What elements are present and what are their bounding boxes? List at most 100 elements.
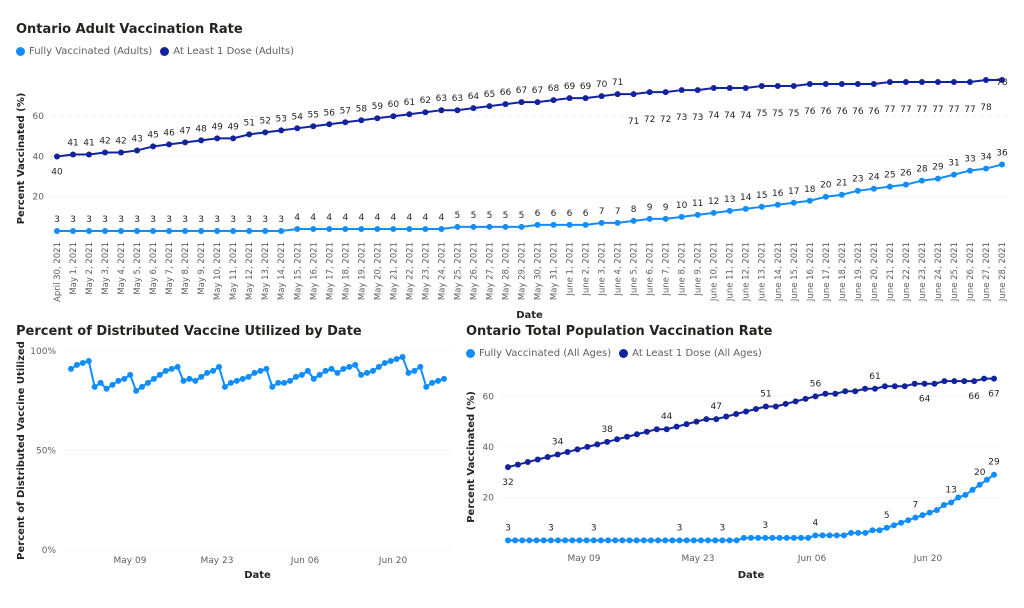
data-point <box>369 367 376 374</box>
data-point <box>758 203 765 210</box>
data-point <box>562 537 569 544</box>
x-tick-label: May 14, 2021 <box>277 242 287 300</box>
data-point <box>198 227 205 234</box>
data-point <box>726 85 733 92</box>
data-label: 41 <box>67 138 78 148</box>
data-label: 25 <box>884 171 895 181</box>
data-point <box>547 537 554 544</box>
data-label: 78 <box>996 78 1008 88</box>
data-point <box>626 537 633 544</box>
legend-label-fully-adults: Fully Vaccinated (Adults) <box>29 46 153 57</box>
legend-label-fully-all: Fully Vaccinated (All Ages) <box>479 348 612 359</box>
data-point <box>387 357 394 364</box>
x-tick-label: June 8, 2021 <box>678 242 688 297</box>
data-point <box>919 512 926 519</box>
data-point <box>982 165 989 172</box>
x-tick-label: May 23 <box>682 554 715 564</box>
data-point <box>486 103 493 110</box>
data-label: 74 <box>708 111 720 121</box>
data-point <box>710 85 717 92</box>
data-point <box>890 522 897 529</box>
data-point <box>710 209 717 216</box>
data-point <box>423 383 430 390</box>
data-point <box>133 387 140 394</box>
data-label: 63 <box>436 94 447 104</box>
legend-item-fully-all[interactable]: Fully Vaccinated (All Ages) <box>466 348 611 359</box>
x-tick-label: June 26, 2021 <box>966 242 976 302</box>
data-point <box>246 131 253 138</box>
data-point <box>969 486 976 493</box>
data-label: 3 <box>182 215 188 225</box>
data-label: 15 <box>756 191 767 201</box>
data-label: 4 <box>358 213 364 223</box>
data-point <box>662 215 669 222</box>
data-point <box>694 211 701 218</box>
adult-chart-legend: Fully Vaccinated (Adults) At Least 1 Dos… <box>16 46 302 57</box>
legend-dot-dose-adults <box>160 47 170 56</box>
data-point <box>198 137 205 144</box>
data-label: 21 <box>836 179 847 189</box>
data-label: 44 <box>661 412 673 422</box>
data-point <box>806 197 813 204</box>
data-point <box>633 431 640 438</box>
data-label: 6 <box>535 209 541 219</box>
data-label: 3 <box>198 215 204 225</box>
data-point <box>583 537 590 544</box>
data-point <box>422 225 429 232</box>
data-point <box>544 454 551 460</box>
data-point <box>374 115 381 122</box>
data-point <box>534 221 541 228</box>
data-label: 76 <box>868 107 880 117</box>
data-point <box>624 433 631 440</box>
data-point <box>326 121 333 128</box>
data-point <box>898 519 905 526</box>
data-label: 77 <box>932 105 943 115</box>
data-point <box>230 227 237 234</box>
data-label: 11 <box>692 199 703 209</box>
data-label: 66 <box>500 88 512 98</box>
data-label: 3 <box>102 215 108 225</box>
data-point <box>269 383 276 390</box>
data-point <box>406 111 413 118</box>
x-tick-label: June 10, 2021 <box>710 242 720 302</box>
data-point <box>774 83 781 90</box>
data-point <box>703 416 710 423</box>
data-label: 68 <box>548 84 560 94</box>
data-point <box>999 77 1005 83</box>
data-label: 70 <box>596 80 608 90</box>
legend-item-dose-all[interactable]: At Least 1 Dose (All Ages) <box>619 348 762 359</box>
data-point <box>840 532 847 539</box>
data-point <box>961 378 968 385</box>
data-point <box>619 537 626 544</box>
data-point <box>381 359 388 366</box>
data-label: 58 <box>356 104 368 114</box>
data-label: 31 <box>948 159 959 169</box>
legend-item-fully-adults[interactable]: Fully Vaccinated (Adults) <box>16 46 152 57</box>
legend-item-dose-adults[interactable]: At Least 1 Dose (Adults) <box>160 46 294 57</box>
x-tick-label: May 3, 2021 <box>101 242 111 295</box>
data-label: 72 <box>660 115 671 125</box>
data-label: 51 <box>760 389 771 399</box>
x-tick-label: May 6, 2021 <box>149 242 159 295</box>
data-point <box>364 369 371 376</box>
data-point <box>662 89 669 96</box>
data-point <box>673 423 680 430</box>
data-label: 20 <box>820 181 832 191</box>
x-axis-label: Date <box>516 310 543 321</box>
data-label: 57 <box>340 106 351 116</box>
x-tick-label: Jun 06 <box>290 556 320 566</box>
data-point <box>614 219 621 226</box>
data-label: 67 <box>516 86 527 96</box>
x-tick-label: April 30, 2021 <box>53 242 63 302</box>
data-point <box>669 537 676 544</box>
data-point <box>630 91 637 98</box>
y-axis-label: Percent Vaccinated (%) <box>16 93 27 225</box>
x-tick-label: May 16, 2021 <box>309 242 319 300</box>
data-point <box>819 532 826 539</box>
data-point <box>833 532 840 539</box>
data-point <box>612 537 619 544</box>
data-point <box>342 225 349 232</box>
data-label: 7 <box>599 207 605 217</box>
data-point <box>310 225 317 232</box>
